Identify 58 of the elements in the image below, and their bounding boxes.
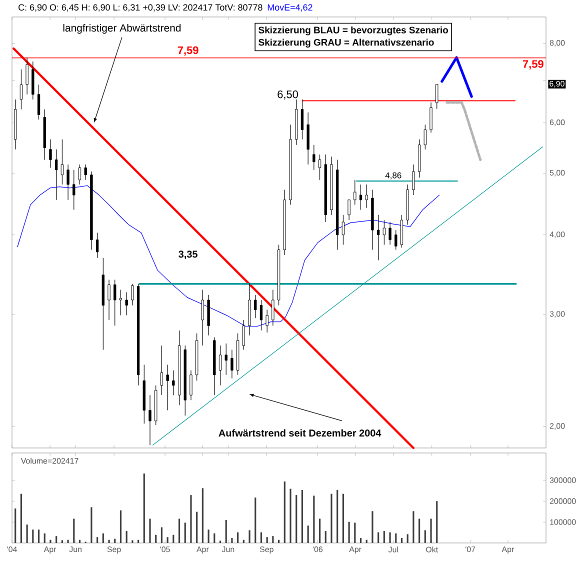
candlestick — [49, 139, 52, 168]
candlestick — [114, 279, 116, 326]
candlestick — [37, 84, 40, 120]
candlestick — [242, 320, 246, 350]
candlestick — [66, 164, 70, 200]
candlestick — [190, 370, 192, 400]
candlestick — [365, 184, 368, 208]
candlestick — [148, 394, 152, 446]
candlestick — [172, 370, 175, 396]
candlestick — [26, 57, 28, 95]
line-series — [17, 185, 440, 327]
candlestick — [272, 289, 274, 326]
annotation: 7,59 — [178, 46, 198, 56]
candlestick — [201, 289, 204, 346]
candlestick — [388, 222, 392, 246]
candlestick — [60, 139, 64, 185]
annotation: 3,35 — [178, 250, 198, 260]
annotation: 7,59 — [522, 60, 544, 70]
candlestick — [300, 99, 304, 140]
candlestick — [342, 214, 345, 246]
candlestick — [348, 200, 350, 220]
candlestick — [430, 102, 432, 133]
candlestick — [266, 310, 268, 333]
candlestick — [218, 345, 222, 386]
candlestick — [84, 164, 87, 180]
candlestick — [436, 84, 438, 110]
candlestick — [382, 220, 386, 246]
candlestick — [412, 164, 415, 196]
candlestick — [359, 184, 362, 210]
annotation: Aufwärtstrend seit Dezember 2004 — [218, 429, 382, 437]
annotation: 6,50 — [278, 90, 298, 100]
candlestick — [254, 294, 257, 318]
annotation: langfristiger Abwärtstrend — [63, 24, 181, 34]
annotation: Skizzierung GRAU = Alternativszenario — [258, 38, 434, 48]
candlestick — [20, 69, 23, 110]
candlestick — [125, 292, 128, 316]
candlestick — [119, 289, 122, 316]
candlestick — [312, 144, 316, 170]
candlestick — [131, 284, 134, 306]
candlestick — [72, 170, 76, 210]
candlestick — [230, 349, 234, 379]
candlestick — [376, 214, 380, 261]
candlestick — [160, 345, 164, 396]
text: MovE=4,62 — [268, 4, 312, 12]
candlestick — [260, 300, 263, 331]
candlestick — [108, 279, 110, 320]
candlestick — [224, 343, 228, 376]
candlestick — [78, 164, 82, 185]
annotation: 4,86 — [385, 172, 402, 180]
candlestick — [394, 230, 398, 250]
candlestick — [424, 124, 426, 150]
text: C: 6,90 O: 6,45 H: 6,90 L: 6,31 +0,39 LV: 202417 TotV: 80778 — [18, 4, 262, 12]
candlestick — [54, 149, 58, 200]
candlestick — [166, 364, 169, 411]
candlestick — [318, 154, 322, 180]
annotation: Skizzierung BLAU = bevorzugtes Szenario — [258, 26, 448, 36]
candlestick — [354, 180, 356, 206]
candlestick — [96, 232, 99, 258]
